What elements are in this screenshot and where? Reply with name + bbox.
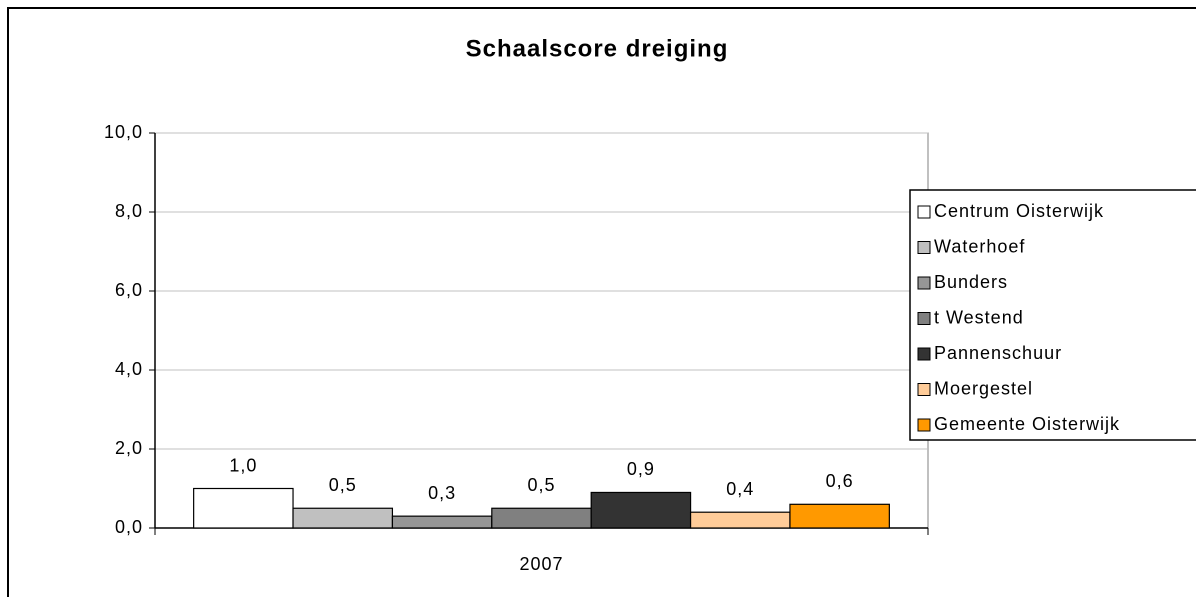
plot-area (154, 132, 929, 529)
bar (292, 507, 394, 529)
bar (590, 491, 692, 529)
x-tick-label: 2007 (519, 554, 563, 574)
y-tick-label: 8,0 (115, 201, 143, 221)
bar (391, 515, 493, 529)
legend-swatch (917, 347, 931, 361)
value-label: 0,5 (329, 475, 357, 495)
y-tick-label: 4,0 (115, 359, 143, 379)
legend-label: Waterhoef (934, 236, 1025, 256)
value-label: 0,5 (527, 475, 555, 495)
legend-label: Centrum Oisterwijk (934, 201, 1104, 221)
chart-title: Schaalscore dreiging (466, 35, 729, 62)
legend-swatch (917, 241, 931, 254)
value-label: 0,4 (726, 479, 754, 499)
legend-label: Gemeente Oisterwijk (934, 414, 1120, 434)
bar (689, 511, 791, 529)
legend-swatch (917, 418, 931, 432)
legend-label: Moergestel (934, 378, 1033, 398)
y-tick-label: 10,0 (104, 122, 143, 142)
value-label: 1,0 (229, 455, 257, 475)
y-tick-label: 0,0 (115, 517, 143, 537)
legend-box (909, 189, 1196, 441)
legend-label: t Westend (934, 307, 1024, 327)
legend-swatch (917, 383, 931, 396)
legend-swatch (917, 312, 931, 325)
value-label: 0,9 (627, 459, 655, 479)
legend-swatch (917, 205, 931, 219)
y-tick-label: 2,0 (115, 438, 143, 458)
bar (193, 487, 294, 529)
legend-label: Pannenschuur (934, 343, 1062, 363)
legend-swatch (917, 276, 931, 290)
legend-label: Bunders (934, 272, 1008, 292)
value-label: 0,6 (826, 471, 854, 491)
value-label: 0,3 (428, 483, 456, 503)
y-tick-label: 6,0 (115, 280, 143, 300)
bar (789, 503, 890, 529)
bar (491, 507, 592, 529)
